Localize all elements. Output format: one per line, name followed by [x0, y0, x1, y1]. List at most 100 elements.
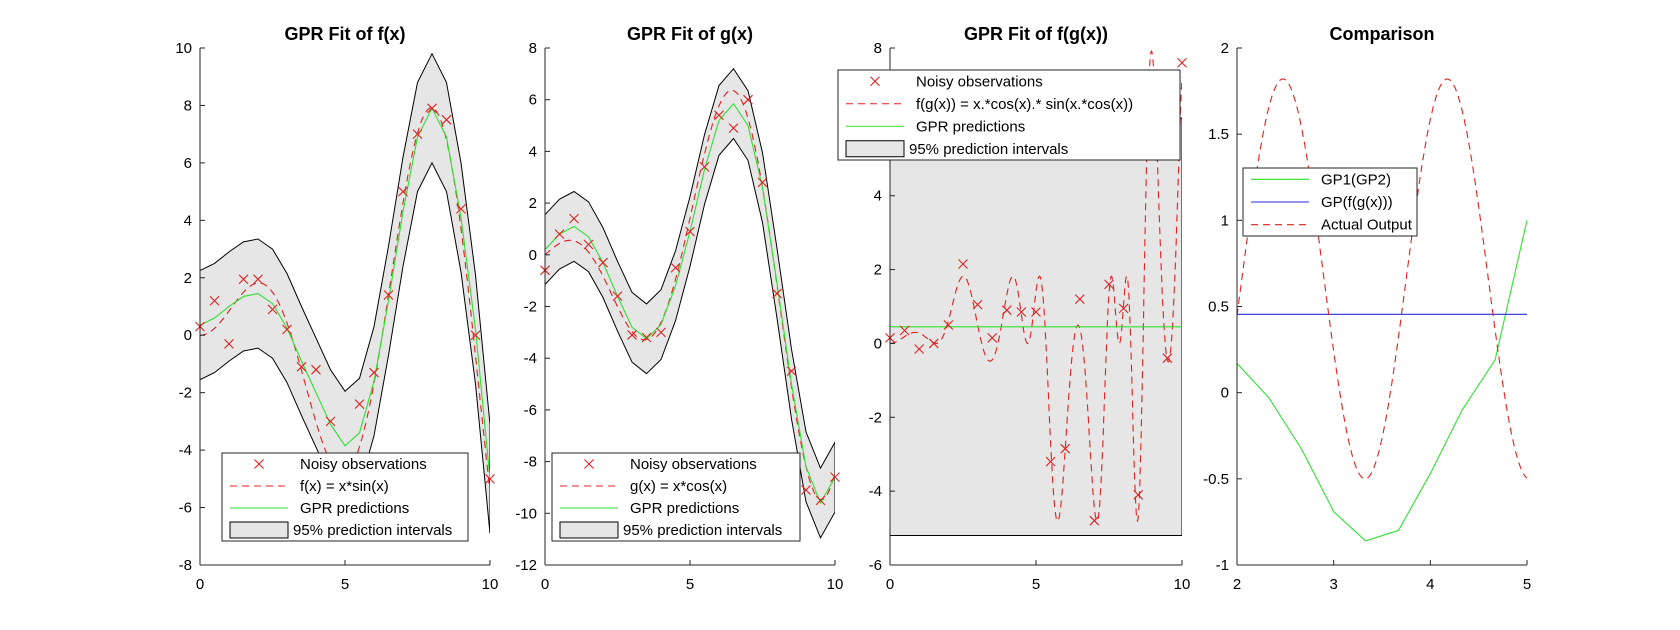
- observation-point: [801, 485, 811, 495]
- observation-point: [757, 177, 768, 188]
- observation-point: [354, 399, 365, 410]
- legend: GP1(GP2) GP(f(g(x))) Actual Output: [1242, 167, 1418, 237]
- legend-label: g(x) = x*cos(x): [630, 478, 727, 495]
- x-tick-label: 5: [1032, 576, 1040, 593]
- observation-point: [325, 416, 336, 427]
- y-tick-label: 0: [1221, 385, 1229, 402]
- series-gpr-predictions: [545, 102, 835, 505]
- observation-point: [1074, 294, 1085, 305]
- legend-label: Noisy observations: [300, 456, 427, 473]
- y-tick-label: 1: [1221, 212, 1229, 229]
- y-tick-label: 1.5: [1208, 126, 1229, 143]
- x-tick-label: 0: [541, 576, 549, 593]
- observation-point: [296, 361, 307, 372]
- legend-label: 95% prediction intervals: [623, 522, 782, 539]
- observation-point: [1016, 307, 1027, 317]
- observation-point: [1060, 443, 1071, 454]
- observation-point: [383, 290, 394, 300]
- y-tick-label: -6: [869, 557, 882, 574]
- observation-point: [714, 110, 724, 121]
- observation-point: [612, 291, 623, 302]
- y-tick-label: -8: [179, 557, 192, 574]
- legend-label: 95% prediction intervals: [909, 141, 1068, 158]
- legend-label: 95% prediction intervals: [293, 522, 452, 539]
- observation-point: [928, 338, 939, 349]
- y-tick-label: 2: [184, 270, 192, 287]
- observation-point: [972, 299, 983, 310]
- observation-point: [987, 333, 998, 343]
- x-tick-label: 5: [686, 576, 694, 593]
- observation-point: [656, 327, 666, 338]
- y-tick-label: 4: [874, 188, 882, 205]
- chart-2: -12 -10 -8 -6 -4 -2 0 2 4 6 8 0 5 10 GPR Fit of g(x) No…: [515, 24, 843, 593]
- observation-point: [369, 367, 379, 378]
- observation-point: [1089, 515, 1100, 526]
- plot-area: [1237, 78, 1527, 542]
- y-tick-label: -2: [524, 299, 537, 316]
- y-tick-label: -10: [515, 505, 537, 522]
- x-tick-label: 2: [1233, 576, 1241, 593]
- observation-point: [1031, 307, 1041, 317]
- y-tick-label: -8: [524, 454, 537, 471]
- observation-point: [815, 495, 826, 506]
- x-tick-label: 10: [482, 576, 499, 593]
- legend-swatch: [559, 521, 619, 539]
- observation-point: [470, 330, 481, 341]
- legend: Noisy observations f(g(x)) = x.*cos(x).* …: [837, 69, 1181, 161]
- y-tick-label: 0.5: [1208, 299, 1229, 316]
- series-true-function: [200, 107, 490, 492]
- observation-point: [627, 330, 637, 340]
- x-tick-label: 0: [886, 576, 894, 593]
- y-tick-label: 6: [184, 155, 192, 172]
- chart-title: Comparison: [1329, 24, 1434, 44]
- y-tick-label: 0: [529, 247, 537, 264]
- observation-point: [311, 364, 321, 375]
- x-tick-label: 4: [1426, 576, 1434, 593]
- legend-label: GPR predictions: [916, 118, 1025, 135]
- y-tick-label: -1: [1216, 557, 1229, 574]
- y-tick-label: -2: [869, 409, 882, 426]
- legend: Noisy observations g(x) = x*cos(x) GPR pre…: [551, 452, 801, 542]
- y-tick-label: -12: [515, 557, 537, 574]
- x-tick-label: 0: [196, 576, 204, 593]
- y-tick-label: -6: [524, 402, 537, 419]
- chart-4: -1 -0.5 0 0.5 1 1.5 2 2 3 4 5 Comparison GP1(GP2) GP(…: [1203, 24, 1531, 593]
- observation-point: [267, 304, 278, 315]
- legend-label: Actual Output: [1321, 217, 1413, 234]
- observation-point: [253, 274, 263, 285]
- y-tick-label: 6: [529, 92, 537, 109]
- series-gpr-predictions: [200, 107, 490, 479]
- legend-label: GP1(GP2): [1321, 171, 1391, 188]
- observation-point: [1162, 353, 1173, 364]
- observation-point: [427, 103, 437, 114]
- observation-point: [598, 257, 608, 268]
- observation-point: [772, 288, 782, 299]
- y-tick-label: 0: [184, 327, 192, 344]
- y-tick-label: 2: [874, 262, 882, 279]
- observation-point: [485, 473, 495, 484]
- legend-label: f(x) = x*sin(x): [300, 478, 389, 495]
- observation-point: [830, 472, 840, 482]
- observation-point: [670, 262, 681, 273]
- observation-point: [224, 338, 234, 349]
- observation-point: [1001, 305, 1012, 316]
- chart-title: GPR Fit of g(x): [627, 24, 753, 44]
- chart-title: GPR Fit of f(g(x)): [964, 24, 1108, 44]
- observation-point: [728, 123, 739, 134]
- legend-label: GPR predictions: [630, 500, 739, 517]
- y-tick-label: -4: [869, 483, 882, 500]
- observation-point: [899, 325, 910, 336]
- legend-label: Noisy observations: [916, 73, 1043, 90]
- legend-marker: [870, 76, 880, 87]
- y-tick-label: 4: [529, 143, 537, 160]
- y-tick-label: 0: [874, 335, 882, 352]
- observation-point: [398, 186, 408, 197]
- legend-label: GPR predictions: [300, 500, 409, 517]
- observation-point: [958, 259, 968, 269]
- legend: Noisy observations f(x) = x*sin(x) GPR pre…: [221, 452, 469, 542]
- observation-point: [1177, 57, 1187, 68]
- y-tick-label: 8: [874, 40, 882, 57]
- observation-point: [238, 274, 249, 285]
- observation-point: [456, 203, 466, 214]
